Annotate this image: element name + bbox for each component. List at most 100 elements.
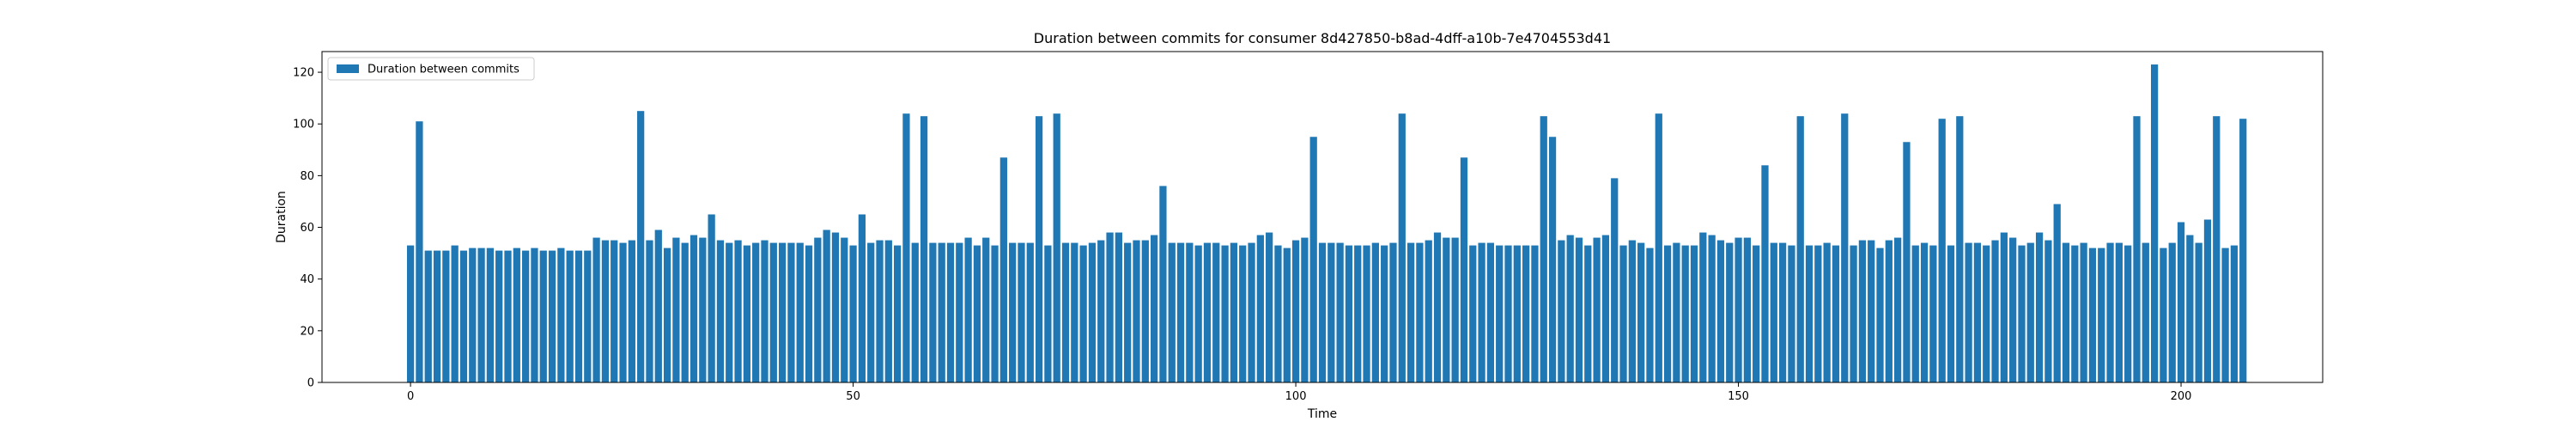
bar	[1345, 245, 1353, 382]
bar	[1983, 245, 1990, 382]
bar	[406, 245, 415, 382]
bar	[1735, 237, 1742, 382]
y-tick-label: 20	[300, 325, 314, 338]
plot-frame	[321, 51, 2324, 383]
bar	[1531, 245, 1539, 382]
x-axis-ticks: 0 50 100 150 200	[407, 382, 2191, 403]
bar	[938, 242, 945, 382]
bar	[1309, 137, 1317, 382]
bar	[1425, 240, 1432, 382]
bar	[769, 242, 777, 382]
legend-swatch	[337, 64, 359, 73]
bar	[867, 242, 875, 382]
bar	[752, 242, 760, 382]
bar	[1159, 186, 1167, 382]
bar	[999, 157, 1007, 382]
bar	[1186, 242, 1194, 382]
bar	[964, 237, 972, 382]
bar	[592, 237, 600, 382]
bar	[628, 240, 635, 382]
bar	[1406, 242, 1415, 382]
bar	[1301, 237, 1309, 382]
bar	[1071, 242, 1078, 382]
bar	[2071, 245, 2079, 382]
bar	[2088, 248, 2097, 382]
bar	[716, 240, 725, 382]
bar	[1832, 245, 1840, 382]
bar	[778, 242, 787, 382]
bar	[1168, 242, 1176, 382]
bar	[1548, 137, 1557, 382]
bar	[814, 237, 822, 382]
bar	[1743, 237, 1751, 382]
bar	[690, 235, 698, 382]
bar	[2053, 204, 2061, 382]
x-tick-label: 100	[1285, 390, 1307, 403]
bar	[477, 248, 485, 382]
bar	[2195, 242, 2202, 382]
bar	[1318, 242, 1327, 382]
bar	[1203, 242, 1212, 382]
bar	[1035, 116, 1043, 382]
bar	[1239, 245, 1247, 382]
bar	[1814, 245, 1822, 382]
bar	[1788, 245, 1795, 382]
bar	[2080, 242, 2087, 382]
bar	[557, 248, 565, 382]
bar	[823, 229, 830, 382]
bar	[424, 250, 432, 382]
bar	[1805, 245, 1814, 382]
bar	[2239, 119, 2247, 382]
bar	[548, 250, 556, 382]
bar	[1150, 235, 1158, 382]
x-axis-label: Time	[1307, 407, 1337, 421]
bar	[1841, 113, 1849, 382]
bar	[1194, 245, 1202, 382]
bar	[1248, 242, 1255, 382]
bar	[2044, 240, 2052, 382]
bar	[1646, 248, 1654, 382]
bar	[884, 240, 892, 382]
bar	[531, 248, 538, 382]
bar	[1540, 116, 1547, 382]
bar	[646, 240, 653, 382]
bar	[982, 237, 990, 382]
bar	[1053, 113, 1060, 382]
bar	[1044, 245, 1052, 382]
bar	[876, 240, 884, 382]
bar	[1061, 242, 1070, 382]
bar	[1690, 245, 1698, 382]
bar	[1478, 242, 1485, 382]
bar	[1018, 242, 1025, 382]
bar	[1903, 142, 1911, 382]
bar	[1124, 242, 1132, 382]
bar	[1929, 245, 1937, 382]
bar	[902, 113, 910, 382]
bar	[539, 250, 547, 382]
bar	[601, 240, 610, 382]
y-axis-label: Duration	[275, 191, 289, 243]
bar	[2177, 222, 2185, 382]
y-tick-label: 0	[307, 377, 314, 390]
bar	[911, 242, 919, 382]
bar	[2018, 245, 2026, 382]
bar	[805, 245, 813, 382]
legend: Duration between commits	[327, 57, 535, 81]
bar	[1141, 240, 1149, 382]
bar	[1796, 116, 1804, 382]
bar	[1593, 237, 1601, 382]
bar	[1451, 237, 1459, 382]
y-axis-ticks: 0 20 40 60 80 100 120	[293, 67, 322, 390]
y-tick-label: 40	[300, 273, 314, 286]
bar	[2062, 242, 2070, 382]
bar	[2035, 232, 2044, 382]
bar	[1133, 240, 1140, 382]
bar	[2000, 232, 2008, 382]
bar	[654, 229, 662, 382]
bar	[1663, 245, 1672, 382]
bar	[1079, 245, 1087, 382]
bar	[619, 242, 627, 382]
bar	[1566, 235, 1574, 382]
bar	[2142, 242, 2149, 382]
